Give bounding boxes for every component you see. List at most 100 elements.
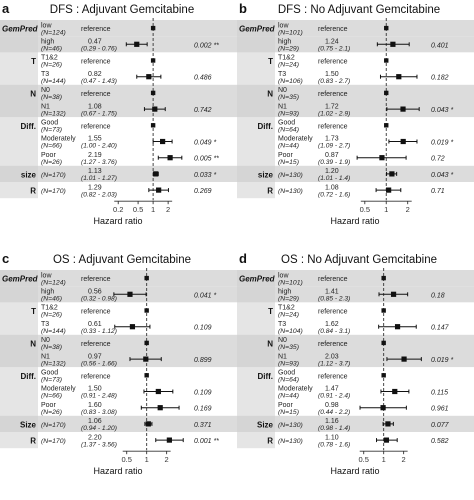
row-band	[0, 117, 237, 134]
p-value: 0.72	[431, 156, 445, 163]
variable-label: GemPred	[239, 275, 276, 284]
n-label: (N=29)	[278, 296, 299, 303]
reference-point	[150, 25, 156, 31]
x-tick-label: 0.5	[133, 205, 143, 214]
hr-point	[152, 106, 158, 112]
p-value: 0.742	[194, 107, 212, 114]
reference-label: reference	[81, 91, 111, 98]
variable-label: R	[30, 437, 36, 446]
level-label: N0	[41, 337, 50, 344]
variable-label: Diff.	[20, 372, 36, 381]
row-band	[0, 334, 237, 351]
p-value: 0.147	[431, 325, 450, 332]
n-label: (N=38)	[41, 344, 62, 351]
hr-value: 1.50	[88, 386, 102, 393]
hr-point	[167, 155, 173, 161]
ci-value: (0.85 - 2.3)	[318, 296, 350, 303]
reference-label: reference	[318, 373, 348, 380]
row-band	[0, 383, 237, 400]
n-label: (N=170)	[41, 422, 66, 429]
row-band	[237, 318, 474, 335]
level-label: Moderately	[41, 386, 76, 393]
p-value: 0.043 *	[431, 107, 453, 114]
panel-letter: a	[2, 1, 10, 16]
x-tick-label: 1	[151, 205, 155, 214]
hr-value: 2.20	[88, 434, 102, 441]
row-band	[0, 351, 237, 368]
reference-point	[384, 25, 389, 31]
reference-label: reference	[318, 26, 348, 33]
variable-label: size	[21, 170, 37, 179]
row-band	[237, 84, 474, 101]
row-band	[237, 302, 474, 319]
variable-label: N	[30, 339, 36, 348]
hr-point	[129, 324, 136, 330]
p-value: 0.019 *	[431, 357, 453, 364]
hr-point	[155, 388, 161, 395]
n-label: (N=15)	[278, 409, 299, 416]
level-label: Good	[278, 370, 295, 377]
hr-point	[160, 138, 166, 145]
hr-point	[401, 356, 407, 362]
reference-point	[384, 58, 389, 63]
level-label: N1	[278, 103, 287, 110]
hr-point	[390, 41, 396, 47]
variable-label: Diff.	[20, 122, 36, 131]
n-label: (N=73)	[41, 377, 62, 384]
ci-value: (1.01 - 1.27)	[81, 175, 117, 182]
ci-value: (0.72 - 1.6)	[318, 191, 350, 198]
row-band	[0, 149, 237, 166]
row-band	[0, 270, 237, 287]
p-value: 0.182	[431, 75, 449, 82]
n-label: (N=144)	[41, 78, 66, 85]
n-label: (N=44)	[278, 393, 299, 400]
n-label: (N=132)	[41, 110, 66, 117]
variable-label: N	[30, 89, 36, 98]
ci-value: (0.83 - 3.08)	[81, 409, 117, 416]
p-value: 0.115	[431, 390, 448, 397]
row-band	[237, 432, 474, 449]
variable-label: GemPred	[239, 25, 276, 34]
level-label: high	[278, 39, 291, 46]
row-band	[0, 133, 237, 150]
row-band	[0, 182, 237, 199]
n-label: (N=93)	[278, 360, 299, 367]
row-band	[237, 334, 474, 351]
row-band	[237, 20, 474, 37]
hr-value: 0.97	[88, 353, 102, 360]
n-label: (N=130)	[278, 422, 303, 429]
ci-value: (0.91 - 2.4)	[318, 393, 350, 400]
reference-point	[150, 58, 156, 63]
reference-point	[144, 308, 149, 313]
hr-value: 1.72	[325, 103, 339, 110]
x-tick-label: 2	[165, 455, 169, 464]
n-label: (N=124)	[41, 29, 66, 36]
x-tick-label: 2	[402, 455, 406, 464]
variable-label: size	[258, 170, 274, 179]
ci-value: (1.01 - 1.4)	[318, 175, 350, 182]
n-label: (N=35)	[278, 344, 299, 351]
panel-letter: b	[239, 1, 247, 16]
n-label: (N=26)	[41, 159, 62, 166]
chart-title: DFS : No Adjuvant Gemcitabine	[278, 4, 440, 16]
row-band	[0, 101, 237, 118]
hr-value: 0.47	[88, 39, 102, 46]
variable-label: R	[267, 187, 273, 196]
reference-point	[381, 275, 386, 281]
ci-value: (0.56 - 1.66)	[81, 360, 117, 367]
hr-point	[166, 437, 172, 443]
row-band	[237, 36, 474, 53]
variable-label: N	[267, 89, 273, 98]
p-value: 0.002 **	[194, 42, 219, 49]
x-tick-label: 0.5	[121, 455, 131, 464]
level-label: N1	[41, 353, 50, 360]
chart-title: OS : No Adjuvant Gemcitabine	[281, 254, 437, 266]
n-label: (N=144)	[41, 328, 66, 335]
x-tick-label: 1	[384, 205, 388, 214]
hr-point	[379, 155, 385, 161]
variable-label: GemPred	[2, 25, 39, 34]
reference-label: reference	[81, 59, 111, 66]
row-band	[237, 68, 474, 85]
